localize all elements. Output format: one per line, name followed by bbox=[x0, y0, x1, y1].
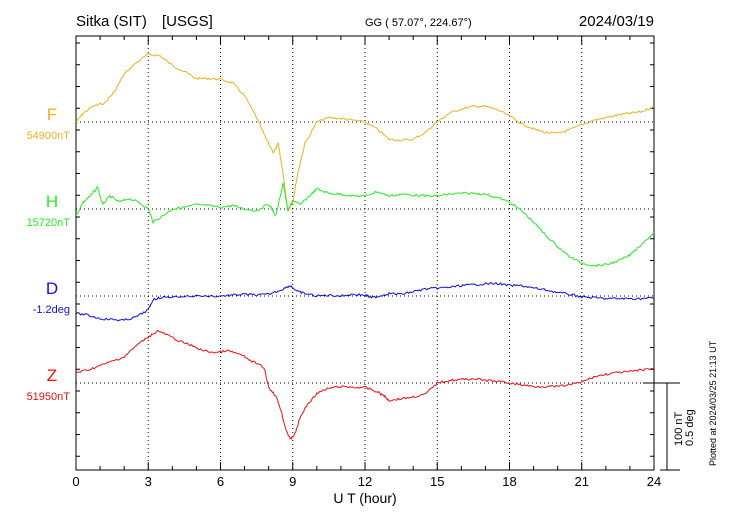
series-labels: F 54900nT H 15720nT D -1.2deg Z 51950nT bbox=[27, 105, 71, 403]
x-tick-label-3: 3 bbox=[145, 474, 152, 489]
x-tick-label-15: 15 bbox=[430, 474, 444, 489]
x-tick-label-24: 24 bbox=[647, 474, 661, 489]
baseline-label-Z: 51950nT bbox=[27, 391, 71, 403]
series-name-H: H bbox=[46, 192, 58, 211]
x-tick-label-6: 6 bbox=[217, 474, 224, 489]
x-tick-label-18: 18 bbox=[502, 474, 516, 489]
x-tick-label-21: 21 bbox=[575, 474, 589, 489]
plotted-at-note: Plotted at 2024/03/25 21:13 UT bbox=[708, 340, 718, 466]
date-label: 2024/03/19 bbox=[579, 13, 654, 30]
x-tick-label-12: 12 bbox=[358, 474, 372, 489]
x-tick-label-0: 0 bbox=[72, 474, 79, 489]
scale-bar: 100 nT 0.5 deg bbox=[643, 382, 696, 471]
baseline-label-H: 15720nT bbox=[27, 217, 71, 229]
series-line-F bbox=[75, 52, 655, 212]
series-line-H bbox=[75, 182, 655, 268]
series-name-D: D bbox=[46, 279, 58, 298]
series-lines bbox=[75, 52, 655, 440]
grid-lines bbox=[76, 36, 654, 470]
series-line-Z bbox=[75, 329, 655, 440]
coordinates-label: GG ( 57.07°, 224.67°) bbox=[365, 17, 472, 29]
series-line-D bbox=[75, 282, 655, 322]
x-axis-label: U T (hour) bbox=[333, 490, 396, 506]
station-title: Sitka (SIT) bbox=[76, 13, 147, 30]
agency-title: [USGS] bbox=[162, 13, 213, 30]
scale-bar-nt-label: 100 nT bbox=[673, 411, 685, 446]
series-name-F: F bbox=[47, 105, 57, 124]
scale-bar-deg-label: 0.5 deg bbox=[684, 409, 696, 446]
axis-ticks: 0 3 6 9 12 15 18 21 24 bbox=[72, 36, 661, 489]
series-name-Z: Z bbox=[47, 366, 57, 385]
baseline-label-F: 54900nT bbox=[27, 130, 71, 142]
baseline-label-D: -1.2deg bbox=[33, 304, 70, 316]
x-tick-label-9: 9 bbox=[289, 474, 296, 489]
